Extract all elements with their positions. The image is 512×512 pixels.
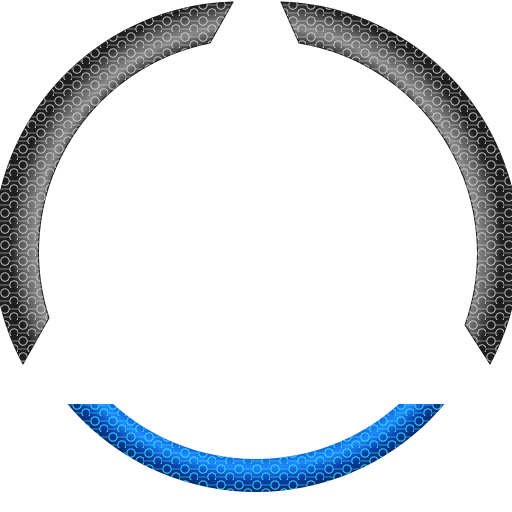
ring-segment-left[interactable]	[0, 2, 233, 364]
ring-segment-right[interactable]	[281, 2, 512, 364]
